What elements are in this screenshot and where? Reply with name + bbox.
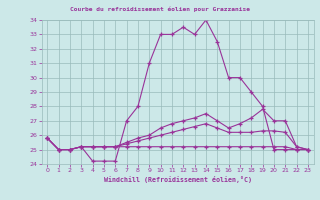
Text: Courbe du refroidissement éolien pour Grazzanise: Courbe du refroidissement éolien pour Gr… bbox=[70, 6, 250, 11]
X-axis label: Windchill (Refroidissement éolien,°C): Windchill (Refroidissement éolien,°C) bbox=[104, 176, 252, 183]
